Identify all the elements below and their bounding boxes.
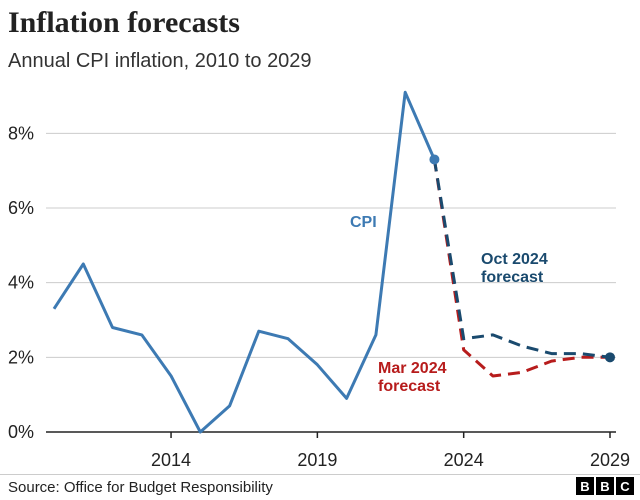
oct-2024-forecast-label: Oct 2024 [481,251,548,268]
footer-divider [0,474,640,475]
cpi-latest-point [429,154,440,165]
bbc-logo: B B C [576,477,634,495]
x-tick-label: 2014 [151,450,191,470]
logo-letter-1: B [576,477,594,495]
chart-subtitle: Annual CPI inflation, 2010 to 2029 [8,50,312,72]
cpi-label: CPI [350,214,377,231]
mar-2024-forecast-line [432,159,610,378]
mar-2024-forecast-label: forecast [378,378,441,395]
cpi-line [52,90,436,434]
y-tick-label: 8% [8,123,34,143]
logo-letter-2: B [596,477,614,495]
chart-title: Inflation forecasts [8,6,240,39]
mar-2024-forecast-label: Mar 2024 [378,360,447,377]
logo-letter-3: C [616,477,634,495]
oct-2024-forecast-label: forecast [481,269,544,286]
forecast-end-point [605,352,615,363]
x-tick-label: 2024 [444,450,484,470]
oct-2024-forecast-line [432,159,611,359]
y-tick-label: 0% [8,422,34,442]
y-tick-label: 6% [8,198,34,218]
y-tick-label: 4% [8,273,34,293]
x-tick-label: 2029 [590,450,630,470]
source-note: Source: Office for Budget Responsibility [8,479,273,496]
y-tick-label: 2% [8,347,34,367]
x-tick-label: 2019 [297,450,337,470]
